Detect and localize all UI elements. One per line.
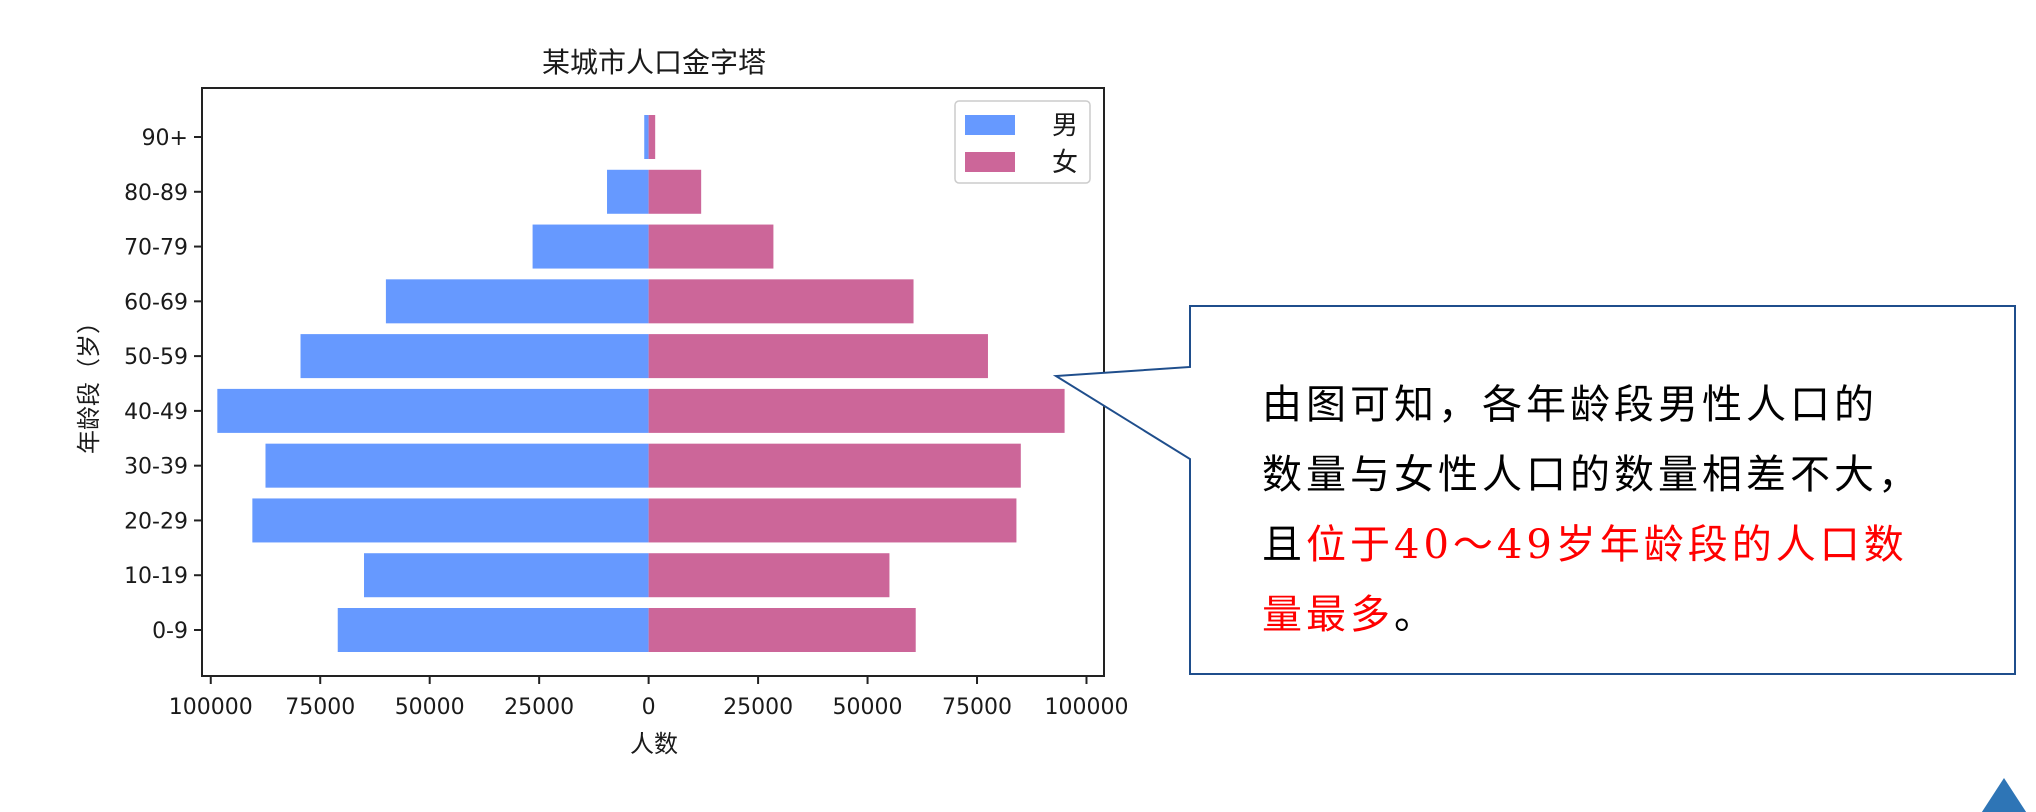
- x-tick-label: 75000: [285, 695, 355, 720]
- callout-box: [1052, 305, 2016, 675]
- callout-text: 由图可知，各年龄段男性人口的 数量与女性人口的数量相差不大， 且位于40～49岁…: [1262, 370, 1942, 650]
- bar-male-70-79: [532, 224, 649, 269]
- bar-female-0-9: [648, 608, 916, 652]
- x-tick-label: 0: [642, 695, 656, 720]
- callout-outline: [1052, 305, 2016, 675]
- y-tick-label: 70-79: [124, 236, 188, 261]
- bar-female-80-89: [648, 169, 702, 214]
- y-tick-label: 10-19: [124, 564, 188, 589]
- y-axis-label: 年龄段（岁）: [75, 310, 103, 454]
- bar-male-20-29: [252, 498, 649, 543]
- callout-line-1: 由图可知，各年龄段男性人口的: [1262, 382, 1878, 428]
- bar-female-60-69: [648, 279, 914, 324]
- legend-swatch-male: [965, 115, 1015, 135]
- bar-male-10-19: [364, 553, 649, 598]
- y-tick-label: 80-89: [124, 181, 188, 206]
- x-tick-label: 25000: [504, 695, 574, 720]
- callout-line-3-prefix: 且: [1262, 522, 1306, 568]
- y-tick-label: 0-9: [152, 619, 188, 644]
- bar-male-30-39: [265, 443, 649, 488]
- bar-female-70-79: [648, 224, 774, 269]
- legend-swatch-female: [965, 152, 1015, 172]
- bar-male-40-49: [217, 388, 649, 433]
- x-tick-label: 100000: [1044, 695, 1128, 720]
- x-axis-label: 人数: [630, 730, 678, 758]
- bar-female-20-29: [648, 498, 1017, 543]
- bar-male-50-59: [300, 334, 649, 379]
- callout-line-3: 且位于40～49岁年龄段的人口数: [1262, 510, 1942, 580]
- x-tick-label: 25000: [723, 695, 793, 720]
- bar-female-40-49: [648, 388, 1065, 433]
- bar-male-80-89: [607, 169, 649, 214]
- bar-male-60-69: [385, 279, 649, 324]
- y-tick-label: 20-29: [124, 509, 188, 534]
- y-tick-label: 50-59: [124, 345, 188, 370]
- y-tick-label: 40-49: [124, 400, 188, 425]
- y-tick-label: 60-69: [124, 290, 188, 315]
- bars-layer: [217, 115, 1065, 652]
- bar-male-0-9: [337, 608, 649, 652]
- y-tick-label: 90+: [142, 126, 188, 151]
- y-ticks-layer: 0-9 10-19 20-29 30-39 40-49 50-59 60-69 70-79 80…: [124, 126, 202, 644]
- bar-female-10-19: [648, 553, 890, 598]
- next-slide-triangle-icon[interactable]: [1978, 778, 2030, 812]
- x-tick-label: 50000: [395, 695, 465, 720]
- x-ticks-layer: 100000 75000 50000 25000 0 25000 50000 75000 100…: [169, 676, 1128, 720]
- legend-label-male: 男: [1052, 111, 1078, 141]
- callout-line-2: 数量与女性人口的数量相差不大，: [1262, 452, 1922, 498]
- legend: 男 女: [954, 100, 1091, 184]
- callout-line-4: 量最多。: [1262, 580, 1942, 650]
- bar-female-50-59: [648, 334, 988, 379]
- legend-label-female: 女: [1052, 148, 1078, 178]
- chart-title: 某城市人口金字塔: [542, 46, 766, 79]
- x-tick-label: 50000: [833, 695, 903, 720]
- x-tick-label: 100000: [169, 695, 253, 720]
- callout-highlight-1: 位于40～49岁年龄段的人口数: [1306, 522, 1908, 568]
- callout-highlight-2: 量最多: [1262, 592, 1394, 638]
- x-tick-label: 75000: [942, 695, 1012, 720]
- callout-line-4-suffix: 。: [1394, 592, 1438, 638]
- bar-male-90+: [644, 115, 649, 159]
- bar-female-90+: [648, 115, 656, 159]
- bar-female-30-39: [648, 443, 1021, 488]
- y-tick-label: 30-39: [124, 455, 188, 480]
